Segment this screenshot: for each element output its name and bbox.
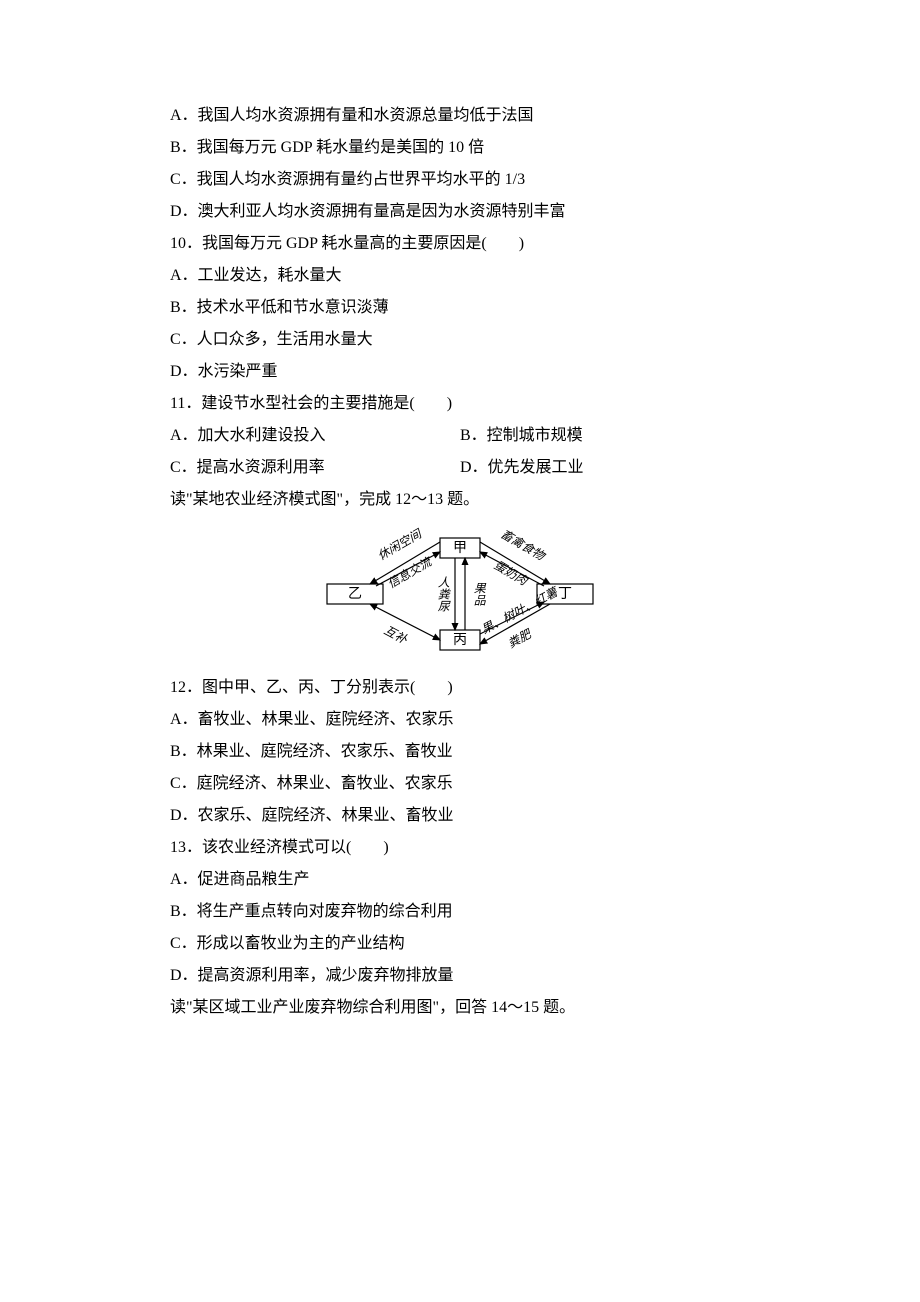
option-d: D．澳大利亚人均水资源拥有量高是因为水资源特别丰富 [170, 196, 750, 228]
question-10: 10．我国每万元 GDP 耗水量高的主要原因是( ) [170, 228, 750, 260]
q10-option-a: A．工业发达，耗水量大 [170, 260, 750, 292]
q11-option-b: B．控制城市规模 [460, 420, 750, 452]
question-11: 11．建设节水型社会的主要措施是( ) [170, 388, 750, 420]
q12-option-d: D．农家乐、庭院经济、林果业、畜牧业 [170, 800, 750, 832]
q10-option-b: B．技术水平低和节水意识淡薄 [170, 292, 750, 324]
q10-option-d: D．水污染严重 [170, 356, 750, 388]
q11-option-d: D．优先发展工业 [460, 452, 750, 484]
stem-12-13: 读"某地农业经济模式图"，完成 12～13 题。 [170, 484, 750, 516]
center-label-left: 人粪尿 [435, 576, 450, 612]
question-12: 12．图中甲、乙、丙、丁分别表示( ) [170, 672, 750, 704]
q10-option-c: C．人口众多，生活用水量大 [170, 324, 750, 356]
label-jia-yi-top: 休闲空间 [375, 526, 425, 563]
q11-option-a: A．加大水利建设投入 [170, 420, 460, 452]
node-bing-label: 丙 [453, 633, 467, 648]
agri-model-diagram: 甲 乙 丙 丁 人粪尿 果品 休闲空间 信息交流 畜禽食物 蛋奶肉 互 [170, 524, 750, 664]
node-ding-label: 丁 [558, 587, 572, 602]
q12-option-b: B．林果业、庭院经济、农家乐、畜牧业 [170, 736, 750, 768]
label-bing-ding-top: 果、树叶、红薯 [479, 584, 562, 637]
q12-option-c: C．庭院经济、林果业、畜牧业、农家乐 [170, 768, 750, 800]
q13-option-d: D．提高资源利用率，减少废弃物排放量 [170, 960, 750, 992]
option-b: B．我国每万元 GDP 耗水量约是美国的 10 倍 [170, 132, 750, 164]
q13-option-a: A．促进商品粮生产 [170, 864, 750, 896]
question-13: 13．该农业经济模式可以( ) [170, 832, 750, 864]
stem-14-15: 读"某区域工业产业废弃物综合利用图"，回答 14～15 题。 [170, 992, 750, 1024]
label-jia-ding-bottom: 蛋奶肉 [492, 558, 531, 589]
label-jia-ding-top: 畜禽食物 [498, 527, 548, 564]
node-jia-label: 甲 [453, 541, 467, 556]
option-c: C．我国人均水资源拥有量约占世界平均水平的 1/3 [170, 164, 750, 196]
option-a: A．我国人均水资源拥有量和水资源总量均低于法国 [170, 100, 750, 132]
q13-option-c: C．形成以畜牧业为主的产业结构 [170, 928, 750, 960]
q13-option-b: B．将生产重点转向对废弃物的综合利用 [170, 896, 750, 928]
q11-option-c: C．提高水资源利用率 [170, 452, 460, 484]
node-yi-label: 乙 [348, 586, 362, 602]
center-label-right: 果品 [472, 582, 486, 606]
q12-option-a: A．畜牧业、林果业、庭院经济、农家乐 [170, 704, 750, 736]
label-yi-bing: 互补 [382, 623, 411, 647]
label-bing-ding-bottom: 粪肥 [506, 626, 536, 651]
